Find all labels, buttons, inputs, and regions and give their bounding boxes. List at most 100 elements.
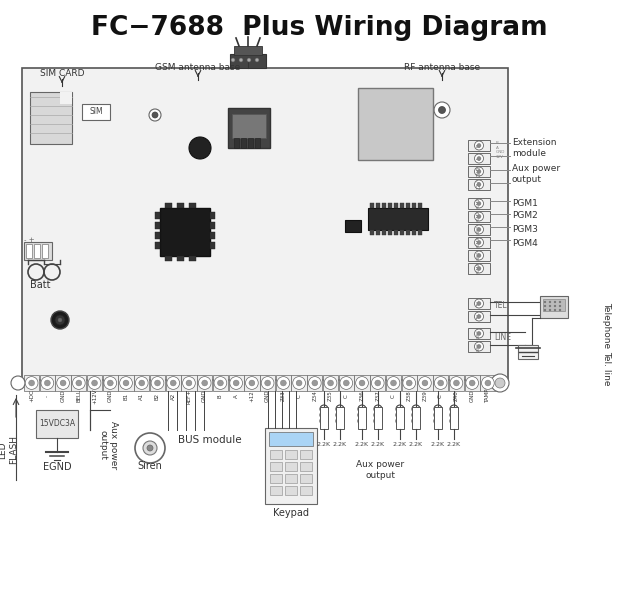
Bar xyxy=(87,375,102,391)
Text: BUS module: BUS module xyxy=(178,435,242,445)
Text: A: A xyxy=(477,157,482,160)
Circle shape xyxy=(403,377,415,389)
Bar xyxy=(82,104,110,120)
Circle shape xyxy=(469,380,475,386)
Text: SIM: SIM xyxy=(89,108,103,117)
Bar xyxy=(177,256,184,261)
Circle shape xyxy=(482,377,494,389)
Bar xyxy=(406,203,410,208)
Bar xyxy=(374,407,382,429)
Bar xyxy=(433,375,449,391)
Text: +DC: +DC xyxy=(29,390,34,402)
Circle shape xyxy=(375,380,381,386)
Bar xyxy=(165,203,172,208)
Circle shape xyxy=(239,58,243,62)
Text: LINE: LINE xyxy=(477,329,481,338)
Text: C: C xyxy=(344,394,349,398)
Text: GND: GND xyxy=(265,390,270,402)
Bar xyxy=(434,407,442,429)
Circle shape xyxy=(477,202,481,206)
Bar xyxy=(155,222,160,229)
Text: 2.2K: 2.2K xyxy=(333,443,347,447)
Text: LED
FLASH: LED FLASH xyxy=(0,435,18,465)
Bar xyxy=(468,311,490,322)
Bar xyxy=(155,242,160,249)
Circle shape xyxy=(88,377,101,389)
Bar xyxy=(468,211,490,222)
Bar xyxy=(285,474,297,483)
Bar xyxy=(34,244,40,258)
Circle shape xyxy=(58,318,62,322)
Bar xyxy=(119,375,133,391)
Text: +12V: +12V xyxy=(92,388,97,404)
Circle shape xyxy=(549,301,551,303)
Circle shape xyxy=(477,254,481,258)
Circle shape xyxy=(139,380,145,386)
Circle shape xyxy=(186,380,192,386)
Circle shape xyxy=(477,301,481,306)
Bar xyxy=(464,375,480,391)
Circle shape xyxy=(135,433,165,463)
Circle shape xyxy=(218,380,223,386)
Bar xyxy=(166,375,181,391)
Bar xyxy=(24,375,39,391)
Bar xyxy=(382,203,386,208)
Text: Z39: Z39 xyxy=(422,390,427,401)
Circle shape xyxy=(450,377,463,389)
Text: PGM3: PGM3 xyxy=(477,237,481,248)
Bar xyxy=(210,232,215,239)
Bar xyxy=(103,375,118,391)
Circle shape xyxy=(154,380,160,386)
Bar xyxy=(213,375,228,391)
Circle shape xyxy=(475,312,484,321)
Circle shape xyxy=(51,311,69,329)
Bar xyxy=(276,375,291,391)
Bar xyxy=(40,375,55,391)
Bar xyxy=(543,299,565,311)
Text: GND: GND xyxy=(477,251,481,260)
Bar xyxy=(270,450,282,459)
Text: Telephone: Telephone xyxy=(602,302,611,348)
Bar xyxy=(417,375,433,391)
Text: Tel. line: Tel. line xyxy=(602,351,611,385)
Circle shape xyxy=(475,342,484,351)
Bar xyxy=(134,375,149,391)
Text: C: C xyxy=(297,394,302,398)
Bar xyxy=(230,54,266,68)
Text: TAMP: TAMP xyxy=(486,389,491,403)
Bar xyxy=(210,222,215,229)
Bar xyxy=(165,256,172,261)
Text: - +: - + xyxy=(24,237,34,243)
Circle shape xyxy=(147,445,153,451)
Bar xyxy=(388,203,392,208)
Circle shape xyxy=(11,376,25,390)
Text: PGM4: PGM4 xyxy=(512,239,538,248)
Circle shape xyxy=(485,380,491,386)
Circle shape xyxy=(76,380,82,386)
Circle shape xyxy=(328,380,334,386)
Bar xyxy=(270,486,282,495)
Circle shape xyxy=(92,380,98,386)
Text: B: B xyxy=(477,144,482,147)
Circle shape xyxy=(246,377,258,389)
Bar xyxy=(320,407,328,429)
Text: Z40: Z40 xyxy=(454,390,459,401)
Circle shape xyxy=(477,227,481,231)
Text: 12V: 12V xyxy=(477,179,482,190)
Circle shape xyxy=(107,380,113,386)
Circle shape xyxy=(544,309,546,311)
Circle shape xyxy=(544,305,546,307)
Bar xyxy=(56,375,71,391)
Circle shape xyxy=(477,331,481,335)
Circle shape xyxy=(434,102,450,118)
Bar xyxy=(285,486,297,495)
Text: 15VDC3A: 15VDC3A xyxy=(39,420,75,429)
Bar xyxy=(468,263,490,274)
Circle shape xyxy=(549,309,551,311)
Bar xyxy=(394,230,398,235)
Bar xyxy=(30,92,72,144)
Circle shape xyxy=(406,380,412,386)
Text: PGM2: PGM2 xyxy=(477,210,481,222)
Circle shape xyxy=(149,109,161,121)
Bar xyxy=(36,410,78,438)
